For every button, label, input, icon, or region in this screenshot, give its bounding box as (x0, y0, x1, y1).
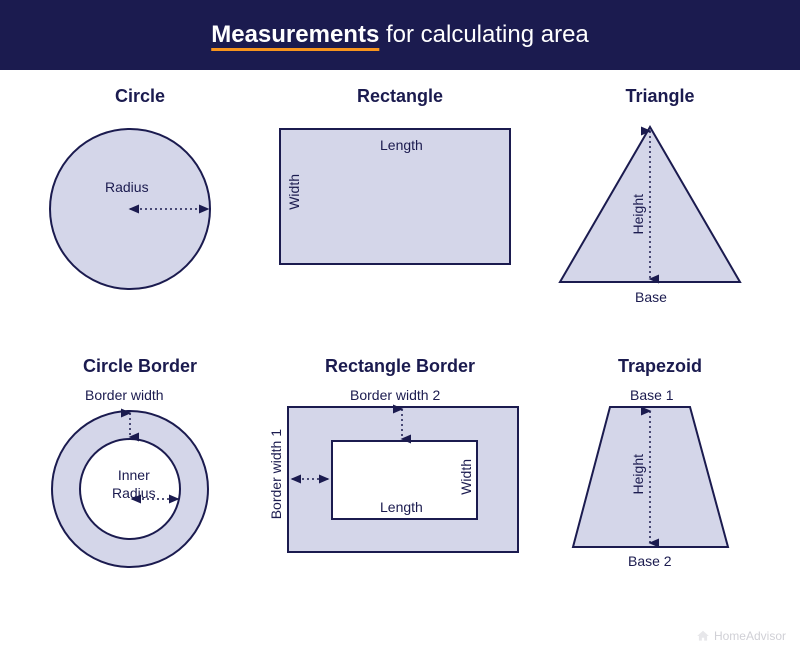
circle-svg (20, 119, 240, 309)
rectangle-border-title: Rectangle Border (325, 356, 475, 377)
watermark-text: HomeAdvisor (714, 629, 786, 643)
circle-title: Circle (115, 86, 165, 107)
rectangle-length-label: Length (380, 137, 423, 153)
cell-rectangle-border: Rectangle Border Border width 2 Border w… (270, 350, 530, 610)
header: Measurements for calculating area (0, 0, 800, 70)
rectangle-diagram: Length Width (270, 119, 530, 340)
rectangle-title: Rectangle (357, 86, 443, 107)
trapezoid-base1-label: Base 1 (630, 387, 674, 403)
title-underlined: Measurements (211, 21, 379, 48)
cell-circle: Circle (20, 80, 260, 340)
circle-border-inner-label: Inner Radius (112, 467, 156, 502)
trapezoid-base2-label: Base 2 (628, 553, 672, 569)
rect-border-length-label: Length (380, 499, 423, 515)
triangle-diagram: Height Base (540, 119, 780, 340)
trapezoid-diagram: Base 1 Height Base 2 (540, 389, 780, 610)
rectangle-border-svg (270, 389, 530, 589)
circle-diagram: Radius (20, 119, 260, 340)
inner-label-line1: Inner (118, 467, 150, 483)
circle-border-diagram: Border width Inner Radius (20, 389, 260, 610)
trapezoid-height-label: Height (630, 454, 646, 494)
inner-label-line2: Radius (112, 485, 156, 501)
circle-radius-label: Radius (105, 179, 149, 195)
triangle-base-label: Base (635, 289, 667, 305)
circle-border-title: Circle Border (83, 356, 197, 377)
rect-border-width-2-label: Border width 2 (350, 387, 440, 403)
triangle-title: Triangle (625, 86, 694, 107)
shapes-grid: Circle (0, 70, 800, 630)
page-title: Measurements for calculating area (211, 21, 589, 49)
title-rest: for calculating area (379, 21, 588, 48)
cell-rectangle: Rectangle Length Width (270, 80, 530, 340)
house-icon (696, 629, 710, 643)
cell-triangle: Triangle Height Base (540, 80, 780, 340)
rect-border-inner-width-label: Width (458, 459, 474, 495)
rectangle-border-diagram: Border width 2 Border width 1 Length Wid… (270, 389, 530, 610)
rectangle-width-label: Width (286, 174, 302, 210)
triangle-height-label: Height (630, 194, 646, 234)
cell-circle-border: Circle Border Border width Inner Radius (20, 350, 260, 610)
circle-border-width-label: Border width (85, 387, 164, 403)
watermark: HomeAdvisor (696, 629, 786, 643)
cell-trapezoid: Trapezoid Base 1 Height Base 2 (540, 350, 780, 610)
trapezoid-title: Trapezoid (618, 356, 702, 377)
rect-border-width-1-label: Border width 1 (268, 429, 284, 519)
